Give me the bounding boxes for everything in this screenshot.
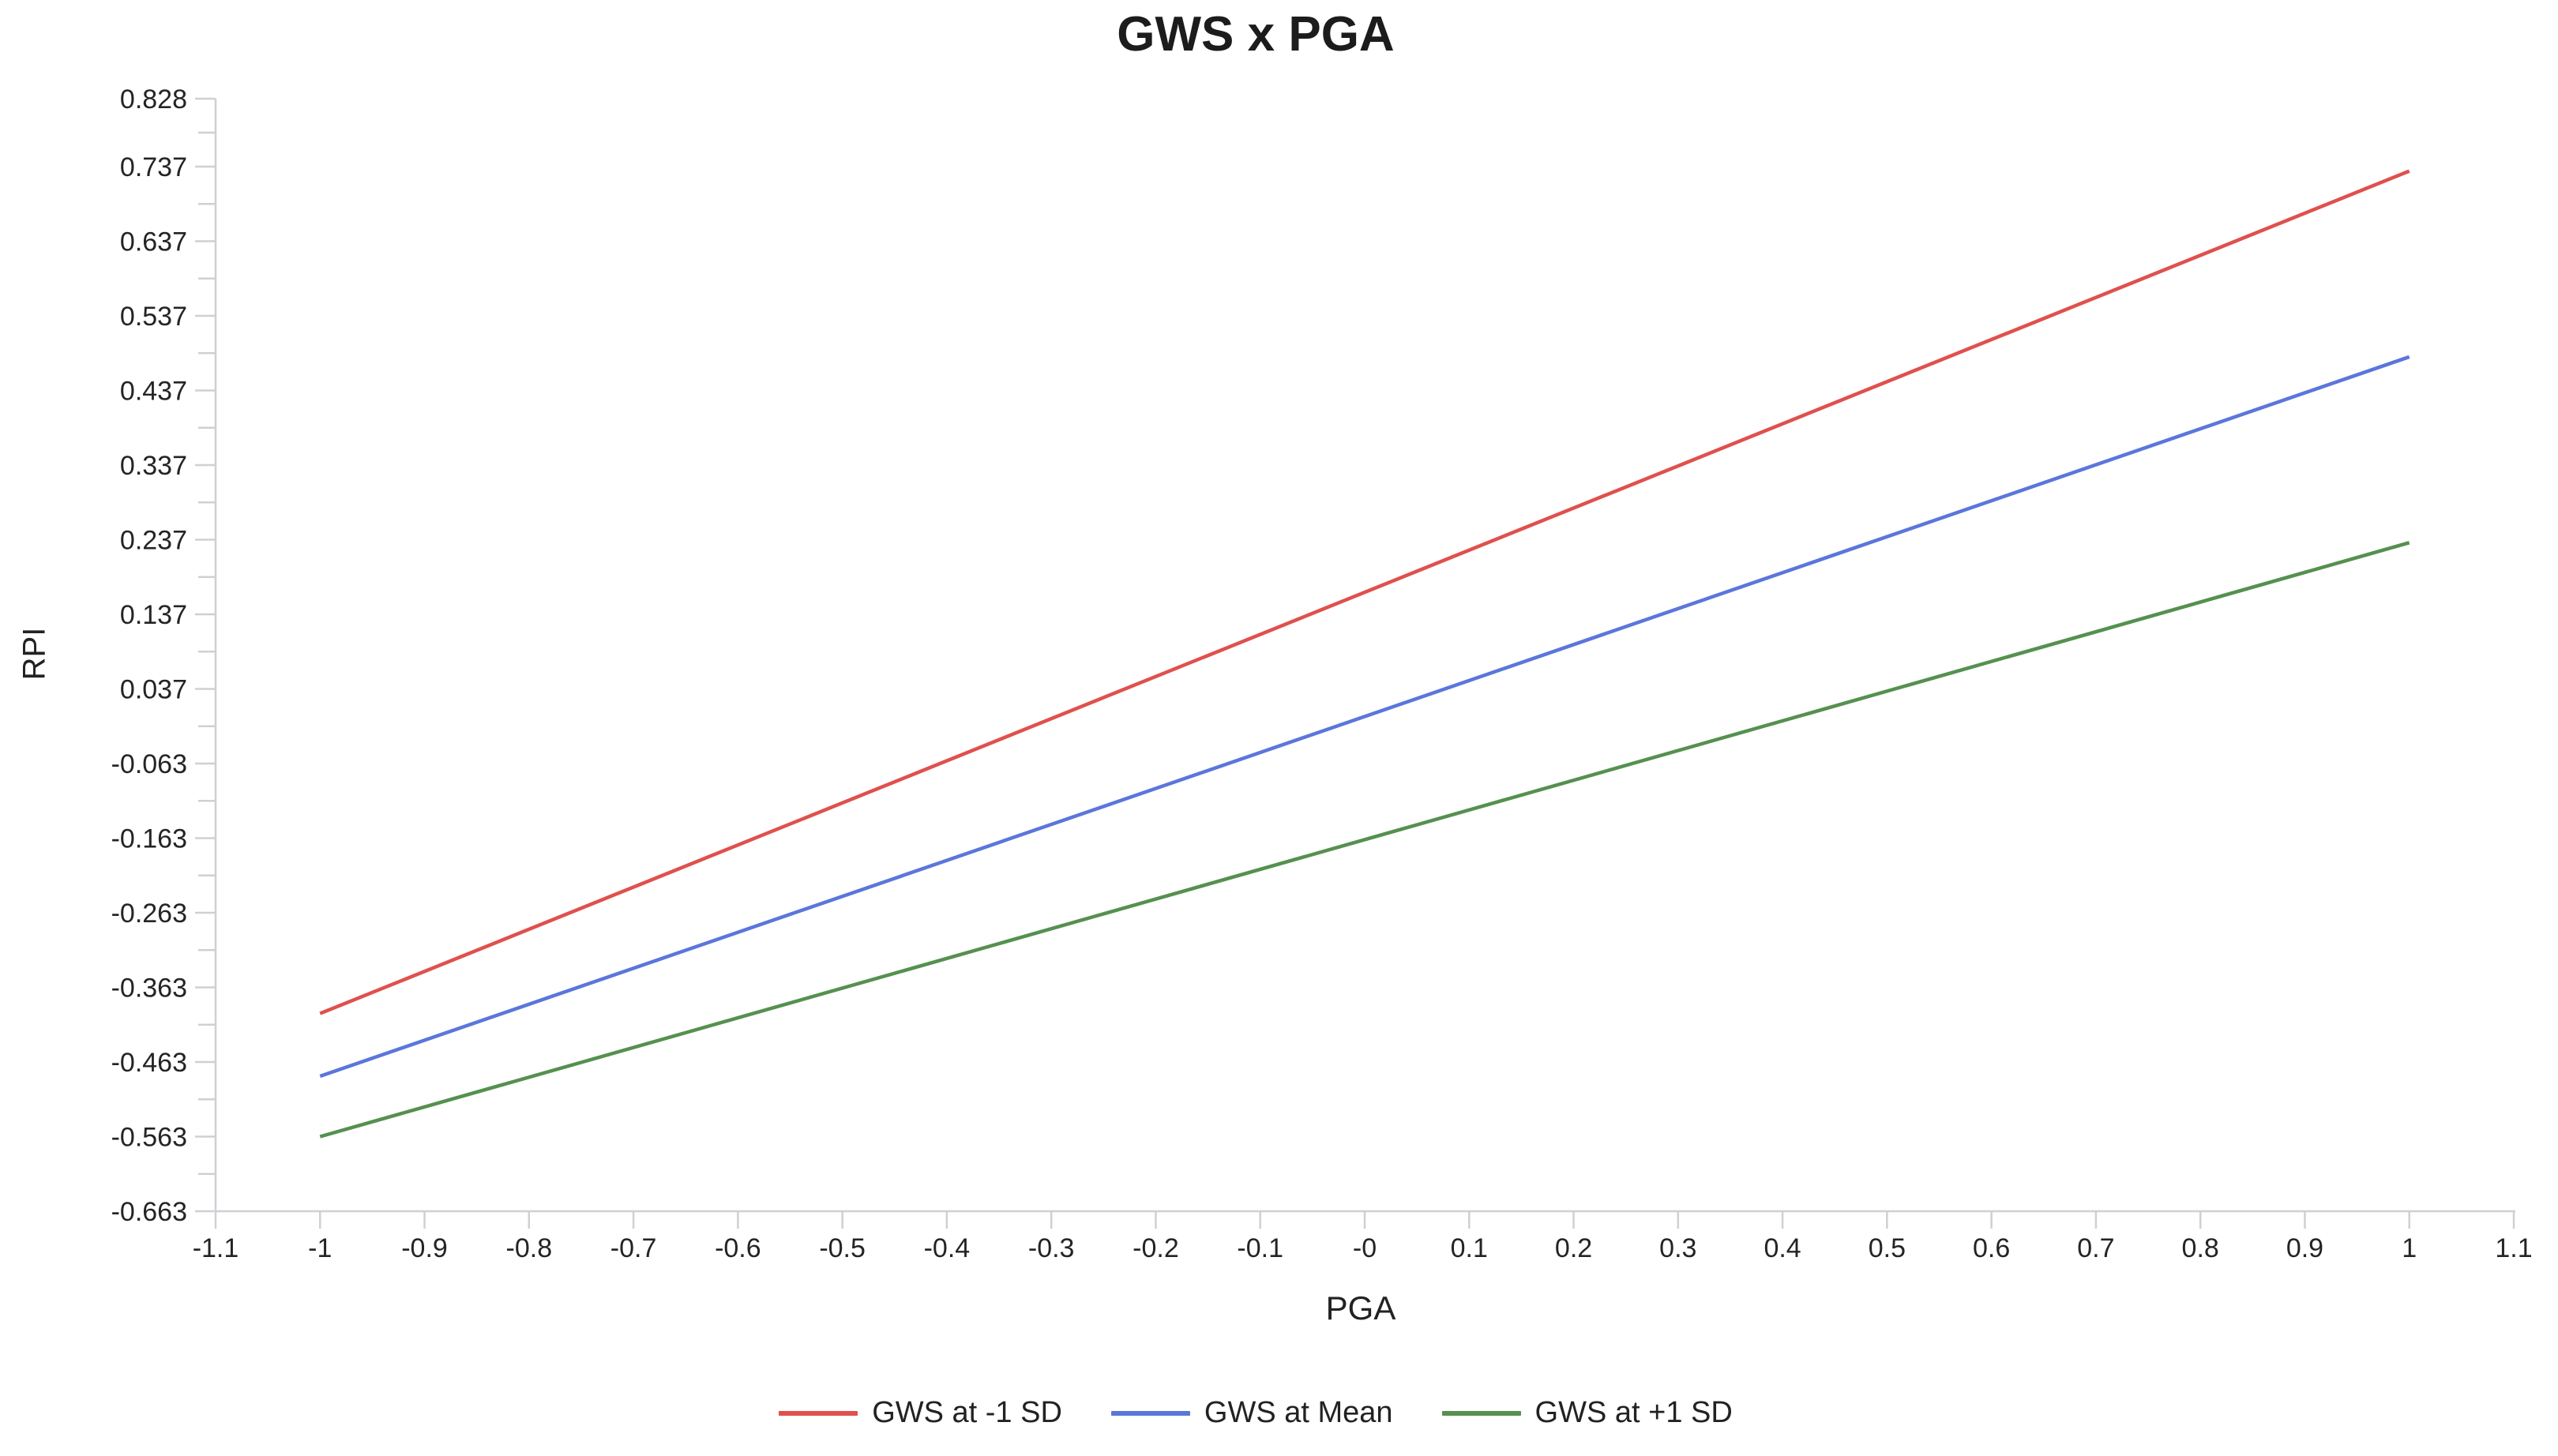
x-tick-label: -0.1 xyxy=(1237,1233,1283,1263)
legend-line-swatch xyxy=(1110,1410,1190,1416)
y-axis-title: RPI xyxy=(17,627,52,681)
x-tick-label: -1.1 xyxy=(193,1233,239,1263)
series-line-gws-at-mean xyxy=(319,355,2410,1079)
y-tick-label: 0.537 xyxy=(120,302,187,332)
x-axis-title: PGA xyxy=(1325,1289,1396,1327)
x-tick-label: -0 xyxy=(1353,1233,1377,1263)
y-tick-label: -0.563 xyxy=(111,1122,187,1152)
x-tick-label: 0.3 xyxy=(1659,1233,1696,1263)
y-tick-label: 0.637 xyxy=(120,227,187,257)
x-tick-label: -0.3 xyxy=(1028,1233,1075,1263)
x-tick-label: 0.7 xyxy=(2077,1233,2114,1263)
x-tick-label: 1 xyxy=(2402,1233,2417,1263)
legend-item: GWS at -1 SD xyxy=(779,1396,1062,1430)
x-tick-label: -0.9 xyxy=(401,1233,448,1263)
legend-line-swatch xyxy=(779,1410,858,1416)
y-tick-label: -0.063 xyxy=(111,749,187,779)
legend-line-swatch xyxy=(1441,1410,1521,1416)
y-tick-label: -0.663 xyxy=(111,1197,187,1227)
x-tick-label: 0.4 xyxy=(1764,1233,1801,1263)
legend-label: GWS at +1 SD xyxy=(1534,1396,1733,1429)
x-tick-label: 0.5 xyxy=(1869,1233,1906,1263)
x-tick-label: -0.5 xyxy=(819,1233,866,1263)
legend-item: GWS at +1 SD xyxy=(1441,1396,1733,1430)
x-tick-label: -0.8 xyxy=(506,1233,553,1263)
y-tick-label: -0.363 xyxy=(111,973,187,1003)
x-tick-label: -0.6 xyxy=(715,1233,761,1263)
series-line-gws-at-1-sd xyxy=(319,169,2410,1015)
legend-label: GWS at -1 SD xyxy=(872,1396,1062,1429)
chart-title: GWS x PGA xyxy=(1117,7,1395,62)
y-tick-label: -0.163 xyxy=(111,824,187,854)
y-tick-label: 0.237 xyxy=(120,525,187,555)
y-tick-label: 0.828 xyxy=(120,84,187,114)
y-tick-label: 0.437 xyxy=(120,376,187,406)
y-tick-label: 0.037 xyxy=(120,674,187,704)
y-tick-label: -0.463 xyxy=(111,1048,187,1078)
series-line-gws-at-1-sd xyxy=(319,541,2410,1139)
y-tick-label: 0.737 xyxy=(120,152,187,182)
x-tick-label: -0.2 xyxy=(1133,1233,1179,1263)
x-tick-label: 0.2 xyxy=(1555,1233,1592,1263)
x-tick-label: 0.6 xyxy=(1973,1233,2010,1263)
x-tick-label: 1.1 xyxy=(2495,1233,2532,1263)
legend-item: GWS at Mean xyxy=(1110,1396,1393,1430)
y-tick-label: 0.337 xyxy=(120,451,187,481)
x-tick-label: 0.9 xyxy=(2286,1233,2323,1263)
x-tick-label: 0.8 xyxy=(2182,1233,2219,1263)
legend-label: GWS at Mean xyxy=(1204,1396,1393,1429)
y-tick-label: 0.137 xyxy=(120,600,187,630)
x-tick-label: -1 xyxy=(308,1233,332,1263)
y-tick-label: -0.263 xyxy=(111,899,187,929)
x-tick-label: 0.1 xyxy=(1451,1233,1488,1263)
x-tick-label: -0.7 xyxy=(610,1233,657,1263)
x-tick-label: -0.4 xyxy=(924,1233,971,1263)
legend: GWS at -1 SD GWS at Mean GWS at +1 SD xyxy=(0,1396,2511,1430)
